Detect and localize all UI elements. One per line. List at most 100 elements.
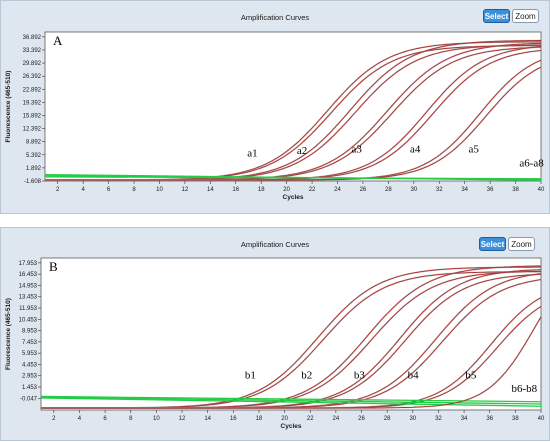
x-tick-label: 14 bbox=[207, 187, 214, 193]
x-tick-label: 12 bbox=[179, 416, 186, 422]
chart-panel-a: Amplification Curves Select Zoom -1.608 1… bbox=[0, 0, 550, 214]
x-tick-label: 26 bbox=[360, 187, 367, 193]
x-tick-label: 12 bbox=[182, 187, 189, 193]
x-tick-label: 30 bbox=[409, 416, 416, 422]
y-tick-label: 13.453 bbox=[19, 295, 38, 301]
x-tick-label: 34 bbox=[461, 416, 468, 422]
y-axis-title: Fluorescence (465-510) bbox=[5, 298, 12, 370]
negative-curve bbox=[44, 173, 542, 181]
x-tick-label: 40 bbox=[538, 416, 545, 422]
y-tick-label: 19.392 bbox=[23, 100, 42, 106]
x-tick-label: 16 bbox=[230, 416, 237, 422]
series-label: b5 bbox=[465, 369, 477, 381]
y-tick-label: 5.392 bbox=[26, 153, 42, 159]
x-tick-label: 18 bbox=[256, 416, 263, 422]
x-tick-label: 22 bbox=[309, 187, 316, 193]
x-tick-label: 34 bbox=[461, 187, 468, 193]
x-tick-label: 24 bbox=[333, 416, 340, 422]
series-label: b6-b8 bbox=[512, 383, 538, 395]
chart-title: Amplification Curves bbox=[240, 13, 310, 22]
y-tick-label: 29.892 bbox=[23, 61, 42, 67]
amplification-chart-a: -1.608 1.892 5.392 8.892 12.392 15.892 19.392 2… bbox=[5, 31, 545, 201]
chart-title: Amplification Curves bbox=[240, 240, 310, 249]
y-tick-label: 11.953 bbox=[19, 306, 38, 312]
series-label: a2 bbox=[297, 145, 307, 157]
negative-curve bbox=[40, 395, 542, 403]
series-label: a6-a8 bbox=[519, 158, 544, 170]
zoom-button[interactable]: Zoom bbox=[512, 9, 539, 23]
x-tick-label: 10 bbox=[153, 416, 160, 422]
plot-area bbox=[44, 31, 542, 182]
x-tick-label: 40 bbox=[538, 187, 545, 193]
series-label: a4 bbox=[410, 144, 421, 156]
x-tick-label: 6 bbox=[107, 187, 111, 193]
series-label: b4 bbox=[408, 369, 420, 381]
select-button[interactable]: Select bbox=[483, 9, 510, 23]
y-tick-label: 5.953 bbox=[22, 351, 38, 357]
y-tick-label: 14.953 bbox=[19, 283, 38, 289]
y-tick-label: 17.953 bbox=[19, 261, 38, 267]
y-tick-label: 8.953 bbox=[22, 329, 38, 335]
y-tick-label: 16.453 bbox=[19, 272, 38, 278]
x-tick-label: 16 bbox=[232, 187, 239, 193]
x-tick-label: 28 bbox=[384, 416, 391, 422]
x-tick-label: 38 bbox=[512, 187, 519, 193]
series-label: a3 bbox=[352, 144, 363, 156]
x-axis-title: Cycles bbox=[281, 423, 302, 430]
chart-panel-b: Amplification Curves Select Zoom -0.047 1… bbox=[0, 227, 550, 441]
x-tick-label: 2 bbox=[52, 416, 56, 422]
x-tick-label: 30 bbox=[410, 187, 417, 193]
x-tick-label: 18 bbox=[258, 187, 265, 193]
x-tick-label: 2 bbox=[56, 187, 60, 193]
series-label: b2 bbox=[301, 369, 312, 381]
x-tick-label: 4 bbox=[81, 187, 85, 193]
x-tick-label: 32 bbox=[435, 416, 442, 422]
x-tick-label: 6 bbox=[103, 416, 107, 422]
panel-letter: A bbox=[53, 33, 63, 48]
series-label: a1 bbox=[247, 147, 257, 159]
y-tick-label: 8.892 bbox=[26, 140, 42, 146]
x-tick-label: 32 bbox=[436, 187, 443, 193]
x-tick-label: 36 bbox=[486, 416, 493, 422]
y-tick-label: 2.953 bbox=[22, 374, 38, 380]
x-tick-label: 4 bbox=[78, 416, 82, 422]
panel-letter: B bbox=[49, 259, 58, 274]
series-label: a5 bbox=[469, 144, 480, 156]
x-tick-label: 28 bbox=[385, 187, 392, 193]
y-tick-label: 33.392 bbox=[23, 48, 42, 54]
x-tick-label: 20 bbox=[281, 416, 288, 422]
x-tick-label: 20 bbox=[283, 187, 290, 193]
x-tick-label: 26 bbox=[358, 416, 365, 422]
y-tick-label: 10.453 bbox=[19, 317, 38, 323]
x-tick-label: 8 bbox=[129, 416, 133, 422]
negative-curve bbox=[40, 397, 542, 407]
x-tick-label: 14 bbox=[204, 416, 211, 422]
x-axis-title: Cycles bbox=[283, 194, 304, 201]
plot-area bbox=[40, 257, 542, 411]
select-button[interactable]: Select bbox=[479, 237, 506, 251]
x-tick-label: 24 bbox=[334, 187, 341, 193]
y-tick-label: 26.392 bbox=[23, 74, 42, 80]
y-tick-label: 12.392 bbox=[23, 127, 42, 133]
x-tick-label: 10 bbox=[156, 187, 163, 193]
x-tick-label: 36 bbox=[487, 187, 494, 193]
y-tick-label: 1.892 bbox=[26, 166, 42, 172]
x-tick-label: 8 bbox=[132, 187, 136, 193]
y-tick-label: -1.608 bbox=[24, 179, 42, 185]
x-tick-label: 22 bbox=[307, 416, 314, 422]
x-tick-label: 38 bbox=[512, 416, 519, 422]
y-tick-label: 7.453 bbox=[22, 340, 38, 346]
y-tick-label: -0.047 bbox=[20, 396, 38, 402]
y-tick-label: 15.892 bbox=[23, 113, 42, 119]
amplification-curve bbox=[41, 316, 542, 409]
zoom-button[interactable]: Zoom bbox=[508, 237, 535, 251]
y-tick-label: 22.892 bbox=[23, 87, 42, 93]
amplification-curve bbox=[45, 66, 542, 181]
y-tick-label: 36.892 bbox=[23, 35, 42, 41]
series-label: b3 bbox=[354, 369, 366, 381]
y-tick-label: 1.453 bbox=[22, 385, 38, 391]
y-axis-title: Fluorescence (465-510) bbox=[5, 71, 12, 143]
amplification-chart-b: -0.047 1.453 2.953 4.453 5.953 7.453 8.953 10.4… bbox=[5, 257, 545, 430]
series-label: b1 bbox=[245, 369, 256, 381]
y-tick-label: 4.453 bbox=[22, 362, 38, 368]
